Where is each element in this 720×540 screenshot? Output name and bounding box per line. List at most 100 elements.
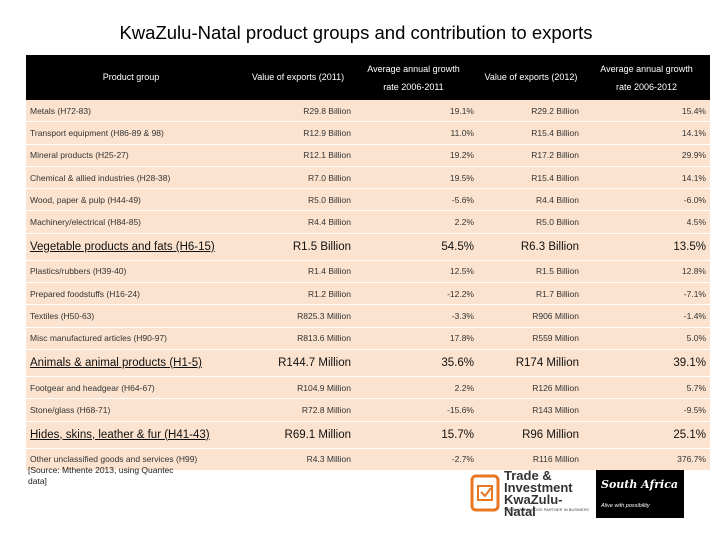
cell-growth-2011: 11.0% bbox=[450, 127, 474, 138]
cell-product-group: Prepared foodstuffs (H16-24) bbox=[30, 288, 140, 299]
table-row: Misc manufactured articles (H90-97) R813.… bbox=[26, 327, 710, 350]
cell-product-group: Hides, skins, leather & fur (H41-43) bbox=[30, 428, 210, 441]
table-row: Stone/glass (H68-71) R72.8 Million -15.6% R… bbox=[26, 399, 710, 422]
table-row: Metals (H72-83) R29.8 Billion 19.1% R29.2 B… bbox=[26, 100, 710, 123]
cell-product-group: Other unclassified goods and services (H… bbox=[30, 454, 198, 465]
table-row: Prepared foodstuffs (H16-24) R1.2 Billion… bbox=[26, 283, 710, 306]
cell-growth-2011: 2.2% bbox=[454, 382, 474, 393]
header-growth-2006-2011: Average annual growth rate 2006-2011 bbox=[356, 55, 471, 100]
cell-product-group: Textiles (H50-63) bbox=[30, 311, 95, 322]
cell-value-2012: R143 Million bbox=[532, 404, 579, 415]
cell-value-2012: R1.7 Billion bbox=[536, 288, 579, 299]
table-row: Mineral products (H25-27) R12.1 Billion 19… bbox=[26, 144, 710, 167]
cell-growth-2012: 39.1% bbox=[673, 356, 706, 369]
cell-growth-2012: 15.4% bbox=[681, 105, 706, 116]
cell-growth-2011: 19.1% bbox=[449, 105, 474, 116]
header-growth-2011-line2: rate 2006-2011 bbox=[383, 81, 444, 92]
cell-value-2011: R1.2 Billion bbox=[308, 288, 351, 299]
cell-product-group: Animals & animal products (H1-5) bbox=[30, 356, 202, 369]
cell-product-group: Wood, paper & pulp (H44-49) bbox=[30, 194, 141, 205]
cell-growth-2011: 19.2% bbox=[449, 150, 474, 161]
cell-growth-2011: -2.7% bbox=[451, 454, 474, 465]
header-value-2012: Value of exports (2012) bbox=[484, 72, 578, 82]
cell-growth-2011: -5.6% bbox=[451, 194, 474, 205]
cell-value-2011: R72.8 Million bbox=[301, 404, 351, 415]
cell-product-group: Metals (H72-83) bbox=[30, 105, 91, 116]
table-row: Plastics/rubbers (H39-40) R1.4 Billion 12.… bbox=[26, 260, 710, 284]
header-value-2011: Value of exports (2011) bbox=[251, 72, 345, 82]
header-growth-2012-line1: Average annual growth bbox=[600, 63, 693, 74]
cell-value-2012: R126 Million bbox=[532, 382, 579, 393]
header-growth-2011-line1: Average annual growth bbox=[367, 63, 460, 74]
cell-product-group: Machinery/electrical (H84-85) bbox=[30, 217, 142, 228]
cell-value-2011: R104.9 Million bbox=[297, 382, 351, 393]
cell-growth-2011: 17.8% bbox=[449, 333, 474, 344]
table-row: Wood, paper & pulp (H44-49) R5.0 Billion -… bbox=[26, 189, 710, 212]
header-growth-2006-2012: Average annual growth rate 2006-2012 bbox=[589, 55, 704, 100]
cell-value-2011: R69.1 Million bbox=[284, 428, 351, 441]
cell-value-2011: R825.3 Million bbox=[297, 311, 351, 322]
cell-growth-2011: -15.6% bbox=[447, 404, 474, 415]
cell-growth-2012: 25.1% bbox=[673, 428, 706, 441]
source-line-2: data] bbox=[28, 476, 47, 486]
cell-product-group: Vegetable products and fats (H6-15) bbox=[30, 240, 215, 253]
cell-product-group: Plastics/rubbers (H39-40) bbox=[30, 266, 127, 277]
cell-growth-2012: 14.1% bbox=[681, 172, 706, 183]
cell-product-group: Transport equipment (H86-89 & 98) bbox=[30, 127, 164, 138]
cell-value-2012: R6.3 Billion bbox=[520, 240, 579, 253]
cell-growth-2012: -6.0% bbox=[683, 194, 706, 205]
table-row: Textiles (H50-63) R825.3 Million -3.3% R906… bbox=[26, 305, 710, 328]
cell-growth-2012: 29.9% bbox=[681, 150, 706, 161]
cell-value-2011: R144.7 Million bbox=[278, 356, 351, 369]
page-title: KwaZulu-Natal product groups and contrib… bbox=[119, 22, 593, 43]
sa-tagline: Alive with possibility bbox=[601, 503, 650, 509]
tik-emblem-icon bbox=[470, 474, 500, 512]
cell-value-2011: R4.3 Million bbox=[306, 454, 351, 465]
cell-growth-2012: 13.5% bbox=[673, 240, 706, 253]
cell-value-2011: R1.4 Billion bbox=[308, 266, 351, 277]
cell-value-2011: R12.1 Billion bbox=[303, 150, 351, 161]
source-note: [Source: Mthente 2013, using Quantec dat… bbox=[28, 465, 174, 487]
cell-product-group: Chemical & allied industries (H28-38) bbox=[30, 172, 171, 183]
tik-line-3: KwaZulu-Natal bbox=[504, 492, 563, 519]
cell-growth-2012: 376.7% bbox=[677, 454, 706, 465]
sa-wordmark: South Africa bbox=[601, 478, 679, 491]
cell-value-2012: R559 Million bbox=[532, 333, 579, 344]
cell-product-group: Misc manufactured articles (H90-97) bbox=[30, 333, 167, 344]
cell-value-2011: R12.9 Billion bbox=[303, 127, 351, 138]
table-row: Chemical & allied industries (H28-38) R7.… bbox=[26, 166, 710, 190]
header-product-group: Product group bbox=[102, 72, 160, 82]
table-row: Transport equipment (H86-89 & 98) R12.9 B… bbox=[26, 122, 710, 145]
cell-growth-2012: -7.1% bbox=[683, 288, 706, 299]
cell-product-group: Stone/glass (H68-71) bbox=[30, 404, 111, 415]
cell-value-2012: R1.5 Billion bbox=[536, 266, 579, 277]
table-row: Machinery/electrical (H84-85) R4.4 Billio… bbox=[26, 211, 710, 234]
table-row: Vegetable products and fats (H6-15) R1.5 … bbox=[26, 233, 710, 261]
table-row: Hides, skins, leather & fur (H41-43) R69.… bbox=[26, 421, 710, 449]
cell-value-2012: R15.4 Billion bbox=[531, 172, 579, 183]
tik-wordmark: Trade & Investment KwaZulu-Natal bbox=[504, 469, 590, 519]
cell-growth-2012: 5.0% bbox=[686, 333, 706, 344]
tik-line-2: Investment bbox=[504, 480, 573, 495]
exports-table: Metals (H72-83) R29.8 Billion 19.1% R29.2 B… bbox=[26, 100, 710, 471]
source-line-1: [Source: Mthente 2013, using Quantec bbox=[28, 465, 174, 475]
cell-value-2012: R906 Million bbox=[532, 311, 579, 322]
tik-tagline: YOUR KNOWLEDGE PARTNER IN BUSINESS bbox=[504, 507, 589, 512]
cell-value-2012: R15.4 Billion bbox=[531, 127, 579, 138]
table-row: Animals & animal products (H1-5) R144.7 M… bbox=[26, 349, 710, 377]
cell-growth-2011: 54.5% bbox=[441, 240, 474, 253]
cell-growth-2012: -9.5% bbox=[683, 404, 706, 415]
cell-value-2011: R813.6 Million bbox=[297, 333, 351, 344]
table-header: Product group Value of exports (2011) Av… bbox=[26, 55, 710, 100]
cell-value-2012: R96 Million bbox=[522, 428, 579, 441]
cell-value-2011: R29.8 Billion bbox=[303, 105, 351, 116]
cell-product-group: Footgear and headgear (H64-67) bbox=[30, 382, 155, 393]
cell-value-2011: R5.0 Billion bbox=[308, 194, 351, 205]
cell-growth-2011: 15.7% bbox=[441, 428, 474, 441]
cell-value-2012: R174 Million bbox=[515, 356, 579, 369]
cell-growth-2012: 5.7% bbox=[686, 382, 706, 393]
cell-value-2011: R1.5 Billion bbox=[292, 240, 351, 253]
cell-value-2011: R7.0 Billion bbox=[308, 172, 351, 183]
cell-growth-2011: 2.2% bbox=[454, 217, 474, 228]
table-row: Other unclassified goods and services (H… bbox=[26, 448, 710, 471]
